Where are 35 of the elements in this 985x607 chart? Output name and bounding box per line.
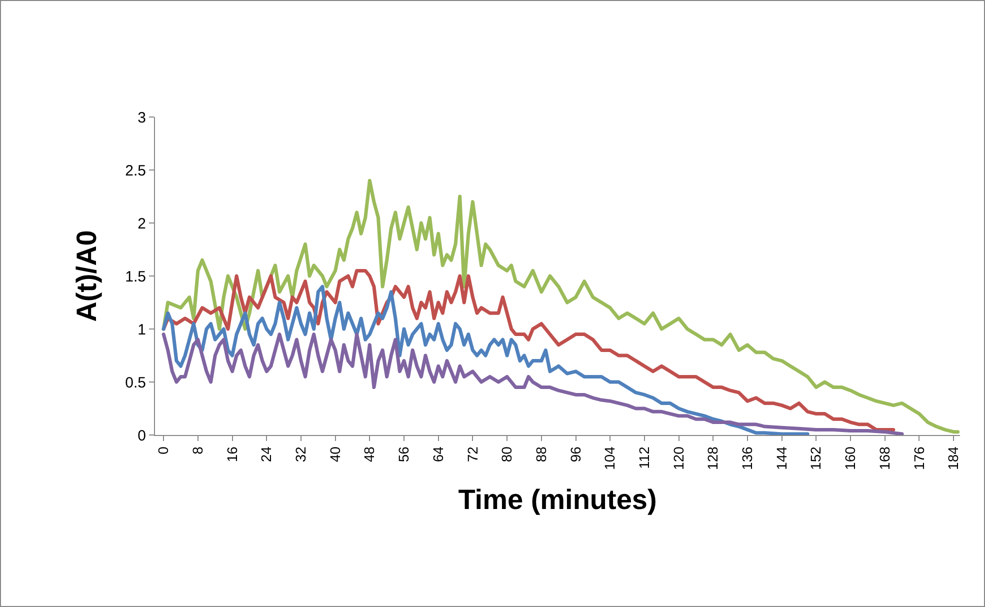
x-tick-label: 144 [773,446,790,470]
x-tick-label: 56 [396,446,412,462]
y-tick-label: 1.5 [125,268,146,286]
x-tick-label: 88 [532,446,549,462]
x-tick-label: 24 [258,446,274,462]
x-tick-label: 72 [464,446,480,462]
y-tick-label: 3 [138,109,146,126]
y-tick-label: 1 [138,321,146,338]
y-tick-label: 0.5 [125,374,146,392]
x-tick-label: 16 [224,446,240,462]
x-tick-label: 8 [189,446,206,454]
x-tick-label: 136 [739,446,756,470]
x-tick-label: 168 [876,446,892,470]
line-series [162,178,960,434]
x-tick-label: 128 [704,446,721,470]
x-tick-label: 184 [945,446,962,470]
x-tick-label: 120 [670,446,686,470]
x-tick-label: 96 [567,446,584,462]
x-tick-label: 64 [430,446,446,462]
x-tick-label: 0 [155,446,172,454]
line-series [162,284,810,435]
y-axis-title: A(t)/A0 [70,230,102,322]
x-axis-title: Time (minutes) [458,484,657,516]
x-tick-label: 32 [292,446,309,462]
x-tick-label: 152 [808,446,824,470]
x-tick-label: 112 [636,446,652,469]
y-tick-label: 2 [138,215,146,232]
x-tick-label: 160 [842,446,858,470]
x-tick-label: 176 [910,446,927,470]
x-tick-label: 80 [498,446,515,462]
x-tick-label: 48 [361,446,378,462]
y-tick-label: 2.5 [125,162,146,180]
line-series [162,332,904,435]
x-tick-label: 104 [602,446,618,470]
x-tick-label: 40 [326,446,343,462]
